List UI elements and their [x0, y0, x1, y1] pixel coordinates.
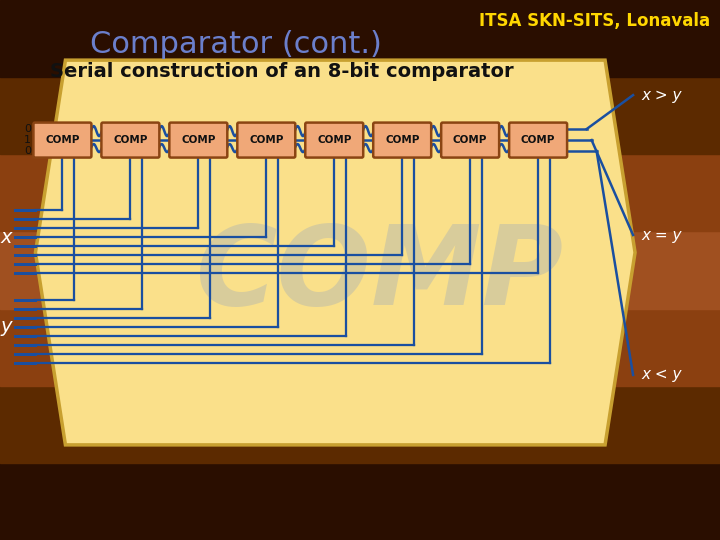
- Text: COMP: COMP: [249, 135, 284, 145]
- Bar: [1, 232, 720, 308]
- Text: x < y: x < y: [641, 367, 682, 382]
- FancyBboxPatch shape: [33, 123, 91, 158]
- Bar: [1, 154, 720, 232]
- FancyBboxPatch shape: [441, 123, 499, 158]
- Text: COMP: COMP: [317, 135, 351, 145]
- Polygon shape: [35, 60, 635, 445]
- Text: Serial construction of an 8-bit comparator: Serial construction of an 8-bit comparat…: [50, 62, 514, 81]
- Bar: [1, 308, 720, 386]
- FancyBboxPatch shape: [305, 123, 363, 158]
- Bar: [1, 463, 720, 540]
- FancyBboxPatch shape: [238, 123, 295, 158]
- Bar: [1, 386, 720, 463]
- Text: COMP: COMP: [521, 135, 555, 145]
- Text: x = y: x = y: [641, 227, 682, 242]
- Text: y: y: [1, 318, 12, 336]
- Text: 1: 1: [24, 135, 31, 145]
- Text: x > y: x > y: [641, 87, 682, 103]
- FancyBboxPatch shape: [102, 123, 159, 158]
- Text: 0: 0: [24, 146, 31, 156]
- Text: COMP: COMP: [113, 135, 148, 145]
- Text: COMP: COMP: [196, 221, 564, 328]
- Bar: [1, 0, 720, 77]
- Bar: [1, 77, 720, 154]
- FancyBboxPatch shape: [509, 123, 567, 158]
- Text: x: x: [1, 227, 12, 247]
- Text: Comparator (cont.): Comparator (cont.): [91, 30, 382, 59]
- FancyBboxPatch shape: [373, 123, 431, 158]
- Text: 0: 0: [24, 124, 31, 134]
- Text: ITSA SKN-SITS, Lonavala: ITSA SKN-SITS, Lonavala: [479, 12, 710, 30]
- Text: COMP: COMP: [45, 135, 80, 145]
- Text: COMP: COMP: [385, 135, 419, 145]
- Text: COMP: COMP: [453, 135, 487, 145]
- FancyBboxPatch shape: [169, 123, 228, 158]
- Text: COMP: COMP: [181, 135, 215, 145]
